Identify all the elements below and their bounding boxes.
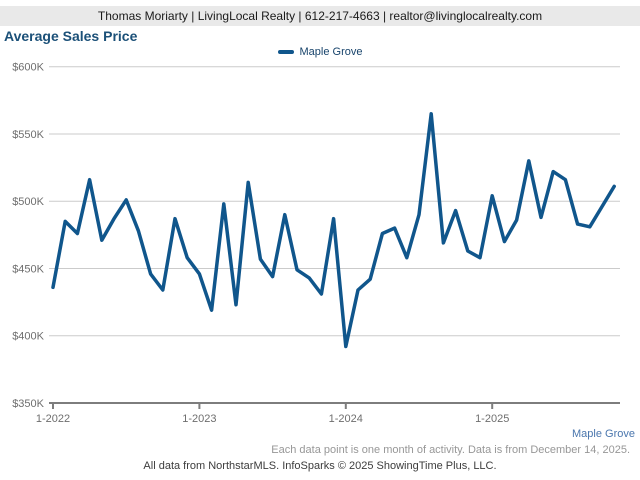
bottom-series-label: Maple Grove <box>572 428 635 440</box>
svg-text:$600K: $600K <box>12 62 44 74</box>
sales-line-chart: $350K $400K $450K $500K $550K $600K 1-2022 1-20… <box>12 62 620 425</box>
contact-line: Thomas Moriarty | LivingLocal Realty | 6… <box>97 9 543 23</box>
svg-text:1-2025: 1-2025 <box>475 413 509 425</box>
average-sales-price-chart: $350K $400K $450K $500K $550K $600K 1-2022 1-20… <box>0 55 640 445</box>
svg-text:$450K: $450K <box>12 263 44 275</box>
svg-text:$500K: $500K <box>12 196 44 208</box>
header-bar: Thomas Moriarty | LivingLocal Realty | 6… <box>0 6 640 26</box>
svg-text:1-2024: 1-2024 <box>329 413 363 425</box>
legend-series-label: Maple Grove <box>299 46 363 58</box>
attribution-line: All data from NorthstarMLS. InfoSparks ©… <box>143 460 497 472</box>
svg-text:$400K: $400K <box>12 331 44 343</box>
svg-text:$550K: $550K <box>12 129 44 141</box>
svg-text:1-2022: 1-2022 <box>36 413 70 425</box>
svg-text:1-2023: 1-2023 <box>182 413 216 425</box>
footer-note: Each data point is one month of activity… <box>271 444 630 456</box>
chart-legend: Maple Grove <box>0 45 640 59</box>
svg-text:$350K: $350K <box>12 398 44 410</box>
page-title: Average Sales Price <box>4 28 138 44</box>
legend-line-swatch-icon <box>277 50 294 54</box>
